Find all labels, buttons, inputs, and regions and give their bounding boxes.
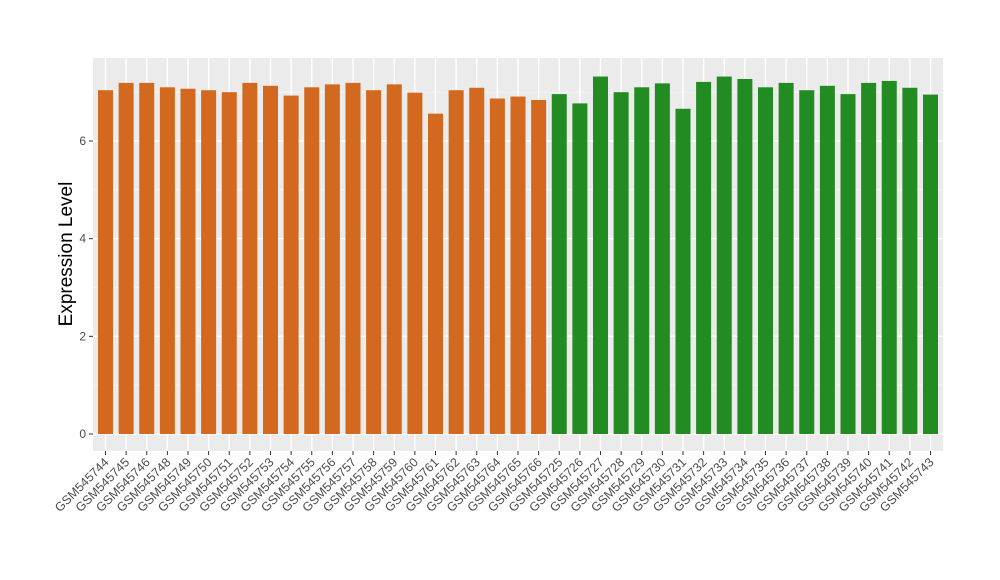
bar	[737, 78, 753, 435]
bar	[324, 84, 340, 434]
bar	[159, 87, 175, 435]
x-axis: GSM545744GSM545745GSM545746GSM545748GSM5…	[52, 451, 937, 515]
bar	[428, 113, 443, 435]
bar	[221, 92, 237, 435]
bar	[386, 84, 402, 434]
bar	[201, 90, 217, 435]
bar	[448, 90, 464, 435]
bar	[242, 82, 258, 434]
bar	[613, 92, 629, 435]
bar	[180, 88, 196, 434]
bar	[675, 108, 691, 435]
y-tick-label: 4	[79, 232, 86, 246]
bar	[469, 87, 485, 434]
bar	[654, 83, 670, 435]
bar	[98, 90, 113, 435]
bar	[923, 94, 938, 434]
bar	[758, 87, 773, 435]
bar	[304, 87, 320, 435]
bar	[799, 90, 815, 435]
bar	[716, 76, 732, 434]
bar	[263, 85, 278, 435]
bar	[634, 87, 650, 435]
bar	[407, 92, 423, 434]
bar	[345, 82, 361, 434]
bar	[778, 82, 794, 434]
bar	[283, 95, 299, 435]
bar	[510, 96, 526, 434]
bar	[366, 90, 382, 435]
y-tick-label: 6	[79, 134, 86, 148]
y-tick-label: 2	[79, 329, 86, 343]
y-axis: 0 2 4 6	[79, 134, 93, 441]
bar	[551, 94, 567, 435]
bar	[531, 99, 547, 434]
bar	[861, 82, 877, 434]
bar	[489, 98, 505, 434]
bar	[881, 80, 897, 434]
bar	[593, 76, 608, 434]
y-tick-label: 0	[79, 427, 86, 441]
y-axis-label: Expression Level	[56, 182, 77, 327]
bar	[572, 103, 588, 435]
bar	[902, 87, 918, 434]
bar	[118, 82, 134, 434]
bars	[98, 76, 938, 435]
bar	[840, 94, 856, 435]
bar	[139, 82, 155, 434]
bar	[819, 85, 835, 435]
bar	[696, 81, 712, 434]
